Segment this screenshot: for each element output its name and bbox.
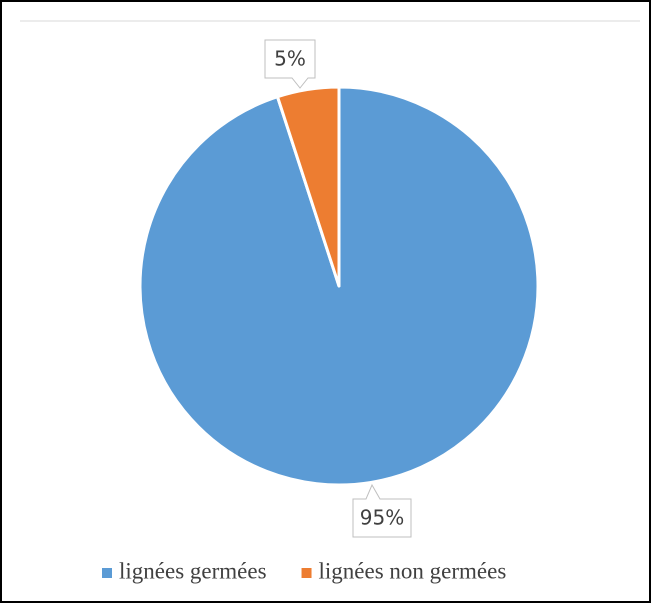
- data-label: 95%: [360, 506, 404, 530]
- data-label: 5%: [274, 47, 306, 71]
- legend: lignées germées lignées non germées: [102, 558, 506, 583]
- legend-label: lignées germées: [119, 558, 267, 583]
- legend-swatch: [301, 568, 312, 578]
- pie-slice: [276, 85, 341, 288]
- legend-label: lignées non germées: [319, 558, 507, 583]
- label-box: [352, 483, 412, 538]
- legend-swatch: [102, 568, 112, 578]
- label-box: [264, 39, 316, 89]
